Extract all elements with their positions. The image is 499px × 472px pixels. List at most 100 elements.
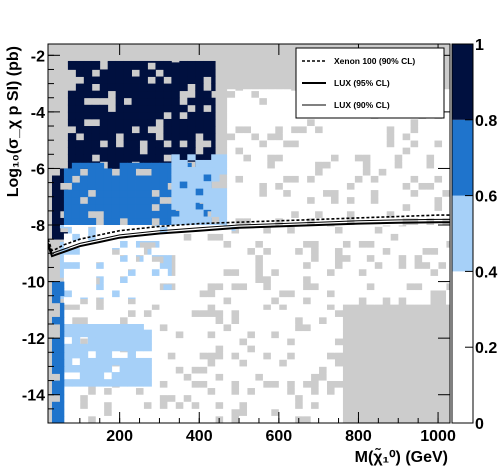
heatmap-cell — [135, 372, 144, 380]
heatmap-cell — [219, 159, 228, 168]
heatmap-cell — [306, 133, 316, 141]
heatmap-cell — [266, 118, 276, 127]
heatmap-cell — [290, 90, 300, 99]
heatmap-cell — [223, 331, 232, 339]
heatmap-cell — [67, 249, 77, 257]
heatmap-cell — [350, 233, 359, 241]
heatmap-cell — [334, 290, 343, 298]
heatmap-cell — [378, 203, 387, 212]
heatmap-cell — [235, 189, 244, 198]
heatmap-cell — [266, 147, 276, 155]
heatmap-cell — [211, 83, 216, 92]
heatmap-cell — [71, 387, 81, 396]
heatmap-cell — [239, 247, 248, 256]
series-line-1 — [48, 214, 450, 252]
heatmap-cell — [211, 69, 216, 77]
heatmap-cell — [426, 118, 435, 127]
heatmap-cell — [426, 168, 435, 176]
heatmap-cell — [59, 394, 65, 403]
heatmap-cell — [254, 338, 264, 346]
heatmap-cell — [446, 254, 450, 263]
heatmap-cell — [199, 331, 208, 339]
heatmap-cell — [167, 331, 176, 339]
heatmap-cell — [87, 343, 97, 352]
heatmap-cell — [326, 373, 335, 381]
heatmap-cell — [211, 188, 220, 196]
heatmap-cell — [95, 372, 105, 380]
heatmap-cell — [143, 415, 152, 423]
heatmap-cell — [103, 275, 113, 284]
heatmap-cell — [270, 345, 280, 353]
heatmap-cell — [282, 161, 292, 169]
heatmap-cell — [326, 309, 335, 318]
heatmap-cell — [107, 118, 117, 127]
heatmap-cell — [370, 154, 379, 162]
heatmap-cell — [79, 324, 89, 331]
heatmap-cell — [310, 304, 320, 311]
heatmap-cell — [79, 365, 89, 373]
heatmap-cell — [366, 247, 375, 256]
heatmap-cell — [318, 345, 328, 353]
heatmap-cell — [159, 415, 168, 423]
heatmap-cell — [310, 261, 320, 270]
heatmap-cell — [215, 380, 224, 389]
heatmap-cell — [135, 196, 144, 205]
heatmap-cell — [155, 90, 164, 99]
heatmap-cell — [59, 331, 65, 339]
heatmap-cell — [366, 226, 375, 234]
heatmap-cell — [127, 203, 136, 212]
heatmap-cell — [290, 217, 300, 226]
heatmap-cell — [306, 140, 316, 148]
heatmap-cell — [87, 268, 97, 277]
heatmap-cell — [250, 196, 260, 205]
heatmap-cell — [414, 297, 423, 305]
heatmap-cell — [378, 217, 387, 226]
heatmap-cell — [175, 254, 184, 263]
heatmap-cell — [330, 210, 339, 219]
heatmap-cell — [191, 345, 200, 353]
heatmap-cell — [63, 233, 73, 241]
heatmap-cell — [119, 357, 129, 366]
heatmap-cell — [123, 104, 132, 113]
heatmap-cell — [362, 217, 371, 226]
heatmap-cell — [378, 189, 387, 198]
heatmap-cell — [442, 140, 450, 148]
heatmap-cell — [103, 240, 113, 249]
heatmap-cell — [310, 324, 320, 332]
heatmap-cell — [95, 329, 105, 338]
heatmap-cell — [95, 387, 105, 396]
heatmap-cell — [99, 90, 109, 99]
heatmap-cell — [147, 118, 156, 127]
heatmap-cell — [322, 154, 331, 162]
heatmap-cell — [406, 268, 415, 277]
heatmap-cell — [215, 366, 224, 374]
heatmap-cell — [203, 195, 212, 203]
heatmap-cell — [119, 225, 129, 227]
heatmap-cell — [243, 196, 252, 205]
heatmap-cell — [326, 394, 335, 403]
heatmap-cell — [167, 366, 176, 374]
heatmap-cell — [155, 83, 164, 92]
heatmap-cell — [394, 217, 403, 226]
heatmap-cell — [294, 297, 304, 305]
heatmap-cell — [227, 168, 236, 176]
heatmap-cell — [135, 394, 144, 403]
heatmap-cell — [223, 304, 232, 311]
heatmap-cell — [215, 324, 224, 332]
heatmap-cell — [442, 118, 450, 127]
heatmap-cell — [254, 324, 264, 332]
heatmap-cell — [318, 309, 328, 318]
heatmap-cell — [151, 380, 160, 389]
heatmap-cell — [390, 282, 399, 291]
heatmap-cell — [418, 161, 427, 169]
heatmap-cell — [95, 408, 105, 417]
heatmap-cell — [179, 104, 188, 113]
heatmap-cell — [111, 196, 121, 205]
heatmap-cell — [362, 140, 371, 148]
heatmap-cell — [326, 408, 335, 417]
heatmap-cell — [270, 226, 280, 234]
heatmap-cell — [302, 401, 312, 410]
heatmap-cell — [51, 415, 61, 423]
heatmap-cell — [135, 210, 144, 219]
heatmap-cell — [278, 352, 288, 360]
